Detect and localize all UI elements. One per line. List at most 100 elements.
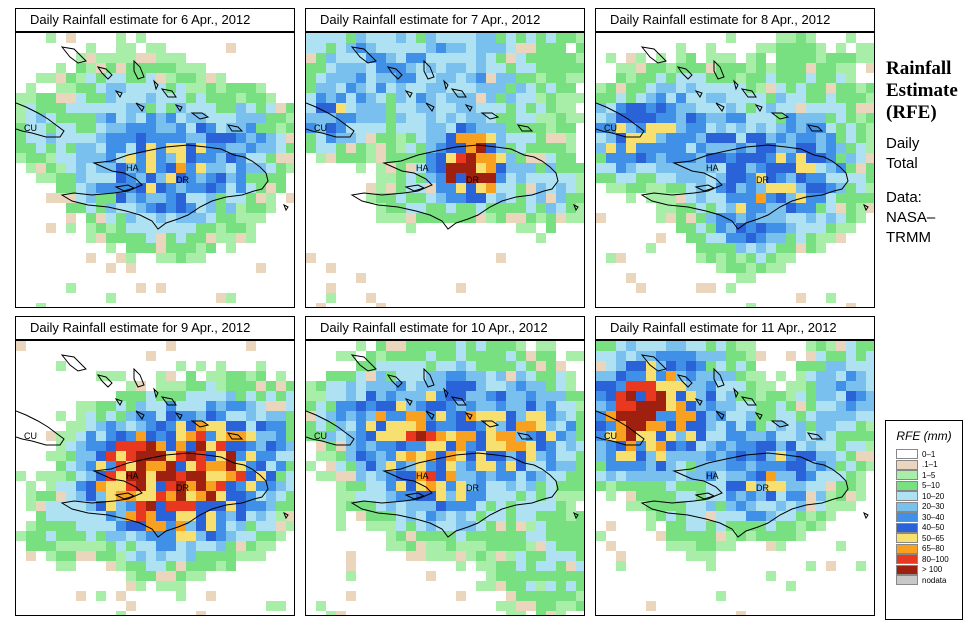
- rainfall-cell: [676, 511, 686, 521]
- rainfall-cell: [726, 481, 736, 491]
- rainfall-cell: [176, 421, 186, 431]
- rainfall-cell: [756, 53, 766, 63]
- rainfall-cell: [246, 491, 256, 501]
- rainfall-cell: [246, 511, 256, 521]
- rainfall-cell: [256, 213, 266, 223]
- rainfall-cell: [516, 43, 526, 53]
- rainfall-cell: [256, 193, 266, 203]
- rainfall-cell: [416, 501, 426, 511]
- rainfall-cell: [846, 421, 856, 431]
- rainfall-cell: [256, 541, 266, 551]
- rainfall-cell: [266, 173, 276, 183]
- rainfall-cell: [86, 93, 96, 103]
- rainfall-cell: [636, 351, 646, 361]
- rainfall-cell: [446, 83, 456, 93]
- rainfall-cell: [626, 411, 636, 421]
- rainfall-cell: [176, 541, 186, 551]
- legend-label: > 100: [922, 565, 943, 575]
- rainfall-cell: [146, 571, 156, 581]
- rainfall-cell: [606, 461, 616, 471]
- rainfall-cell: [646, 371, 656, 381]
- rainfall-cell: [716, 361, 726, 371]
- rainfall-cell: [706, 461, 716, 471]
- rainfall-cell: [766, 491, 776, 501]
- rainfall-cell: [196, 541, 206, 551]
- rainfall-cell: [576, 431, 584, 441]
- rainfall-cell: [356, 273, 366, 283]
- rainfall-cell: [556, 471, 566, 481]
- rainfall-cell: [626, 391, 636, 401]
- rainfall-cell: [646, 83, 656, 93]
- island-outline: [190, 112, 210, 120]
- rainfall-cell: [656, 371, 666, 381]
- rainfall-cell: [136, 491, 146, 501]
- rainfall-cell: [536, 173, 546, 183]
- rainfall-cell: [106, 401, 116, 411]
- rainfall-cell: [406, 481, 416, 491]
- rainfall-cell: [826, 351, 836, 361]
- rainfall-cell: [486, 183, 496, 193]
- rainfall-cell: [186, 461, 196, 471]
- rainfall-cell: [146, 471, 156, 481]
- rainfall-cell: [196, 73, 206, 83]
- rainfall-cell: [866, 123, 874, 133]
- rainfall-cell: [736, 273, 746, 283]
- rainfall-cell: [716, 441, 726, 451]
- rainfall-cell: [536, 481, 546, 491]
- rainfall-cell: [226, 203, 236, 213]
- rainfall-cell: [156, 153, 166, 163]
- rainfall-cell: [576, 521, 584, 531]
- rainfall-cell: [696, 421, 706, 431]
- legend-entry: 20–30: [886, 501, 962, 513]
- rainfall-cell: [456, 421, 466, 431]
- rainfall-cell: [176, 461, 186, 471]
- rainfall-cell: [456, 73, 466, 83]
- rainfall-cell: [676, 431, 686, 441]
- rainfall-cell: [736, 193, 746, 203]
- rainfall-cell: [776, 173, 786, 183]
- rainfall-cell: [636, 441, 646, 451]
- rainfall-cell: [856, 341, 866, 351]
- rainfall-cell: [716, 391, 726, 401]
- rainfall-cell: [506, 163, 516, 173]
- coastlines: [596, 46, 869, 230]
- rainfall-cell: [706, 133, 716, 143]
- rainfall-cell: [676, 541, 686, 551]
- rainfall-cell: [646, 183, 656, 193]
- rainfall-cell: [456, 381, 466, 391]
- rainfall-cell: [766, 511, 776, 521]
- rainfall-cell: [596, 163, 606, 173]
- rainfall-cell: [156, 531, 166, 541]
- rfe-legend: RFE (mm) 0–1.1–1 1–5 5–10 10–20 20–30 30–40 40…: [885, 420, 963, 620]
- rainfall-cell: [826, 163, 836, 173]
- coastlines: [306, 354, 579, 538]
- rainfall-cell: [166, 541, 176, 551]
- rainfall-cell: [386, 431, 396, 441]
- rainfall-cell: [416, 411, 426, 421]
- rainfall-cell: [86, 193, 96, 203]
- rainfall-cell: [306, 411, 316, 421]
- rainfall-cell: [556, 133, 566, 143]
- rainfall-cell: [86, 123, 96, 133]
- island-outline: [694, 90, 703, 98]
- rainfall-cell: [626, 471, 636, 481]
- rainfall-cell: [406, 53, 416, 63]
- rainfall-cell: [156, 461, 166, 471]
- rainfall-cell: [376, 471, 386, 481]
- island-outline: [733, 387, 739, 399]
- rainfall-cell: [526, 43, 536, 53]
- rainfall-cell: [206, 93, 216, 103]
- rainfall-cell: [366, 371, 376, 381]
- rainfall-cell: [606, 361, 616, 371]
- rainfall-cell: [706, 113, 716, 123]
- rainfall-cell: [566, 213, 576, 223]
- island-outline: [153, 79, 159, 91]
- rainfall-cell: [426, 123, 436, 133]
- rainfall-cell: [506, 103, 516, 113]
- rainfall-cell: [806, 421, 816, 431]
- rainfall-cell: [526, 63, 536, 73]
- rainfall-cell: [426, 371, 436, 381]
- rainfall-cell: [226, 153, 236, 163]
- rainfall-cell: [166, 551, 176, 561]
- rainfall-cell: [516, 451, 526, 461]
